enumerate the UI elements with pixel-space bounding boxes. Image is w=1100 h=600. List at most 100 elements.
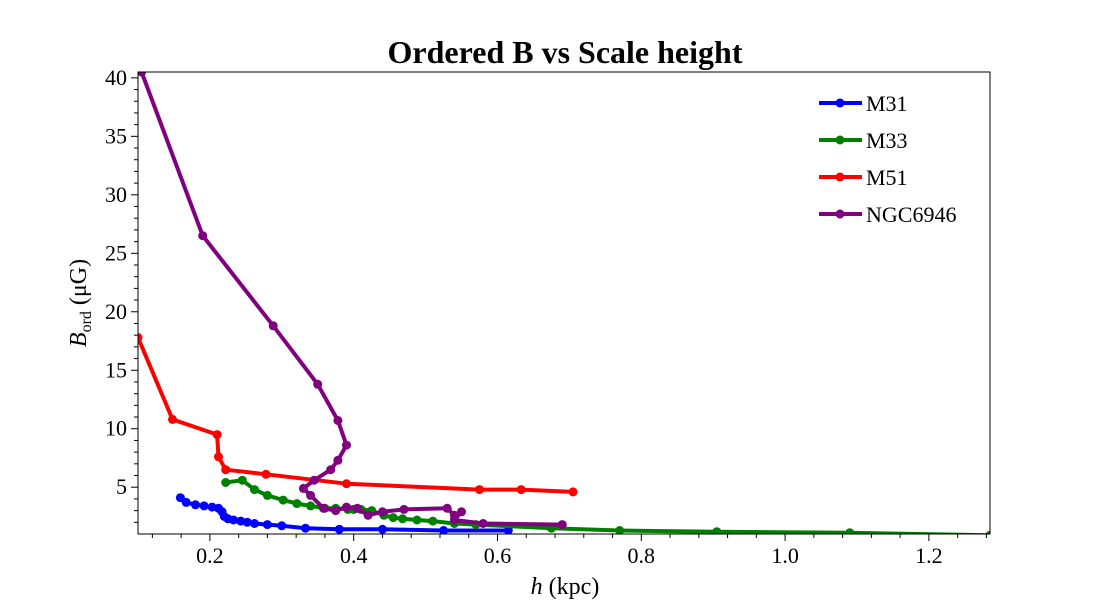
data-point [181,497,191,507]
data-point [378,507,387,517]
data-point [516,485,526,495]
y-axis-sub: ord [78,311,95,332]
data-point [457,507,466,517]
data-point [378,524,387,534]
x-axis-unit: (kpc) [543,574,600,600]
data-point [277,521,287,531]
legend-marker [835,98,845,108]
y-tick-label: 40 [105,65,127,90]
data-point [262,490,272,500]
data-point [298,483,308,493]
chart-title: Ordered B vs Scale height [388,34,743,70]
y-tick-label: 20 [105,299,127,324]
data-point [333,455,343,465]
data-point [198,231,208,241]
data-point [319,503,328,513]
data-point [268,321,278,331]
data-point [306,490,316,500]
data-point [212,430,222,440]
data-point [278,495,288,505]
y-axis-unit: (μG) [66,259,92,305]
x-tick-label: 1.0 [771,543,799,568]
data-point [242,517,252,527]
data-point [412,515,422,525]
data-point [250,485,259,495]
series-line [138,336,574,494]
x-tick-label: 1.2 [915,543,943,568]
data-point [442,503,452,513]
data-point [985,530,990,534]
x-axis: 0.2 0.4 0.6 0.8 1.0 1.2 [151,534,987,568]
legend-item-m31: M31 [819,91,908,116]
data-point [262,520,272,530]
data-point [199,501,209,511]
data-point [363,510,373,520]
y-tick-label: 10 [105,416,127,441]
legend-item-ngc6946: NGC6946 [819,202,956,227]
data-point [439,526,449,534]
legend-marker [835,172,845,182]
data-point [306,501,316,511]
data-point [301,523,310,533]
data-point [250,519,259,528]
x-tick-label: 0.6 [484,543,512,568]
y-axis: 5 10 15 20 25 30 35 40 [105,65,138,523]
data-point [399,504,409,514]
data-point [229,515,239,525]
series-line [139,72,563,527]
series-m51 [138,333,578,497]
series-m31 [175,493,513,534]
legend-label: M31 [866,91,908,116]
y-axis-var: B [66,332,92,347]
y-tick-label: 35 [105,123,127,148]
data-point [342,502,351,512]
y-tick-label: 15 [105,357,127,382]
data-point [168,414,177,424]
data-point [568,487,578,497]
data-point [138,72,147,77]
y-axis-label: Bord (μG) [66,259,95,347]
data-point [214,452,223,462]
plot-area [137,71,991,535]
legend-item-m33: M33 [819,128,908,153]
x-tick-label: 0.8 [628,543,656,568]
y-tick-label: 30 [105,182,127,207]
data-point [138,333,143,342]
data-point [845,528,855,534]
legend-label: M51 [866,165,908,190]
x-tick-label: 0.2 [196,543,224,568]
data-point [326,465,336,475]
data-point [342,479,351,489]
data-point [261,469,271,479]
plot-frame [137,71,991,535]
data-point [398,514,408,524]
data-point [475,485,484,495]
data-point [428,516,438,526]
data-point [557,520,567,530]
y-tick-label: 5 [116,474,127,499]
data-point [221,465,231,475]
x-axis-label: h (kpc) [531,574,600,600]
data-point [449,515,459,525]
data-point [478,519,488,528]
data-point [352,503,362,513]
data-point [712,527,722,534]
series-layer [138,72,990,534]
x-tick-label: 0.4 [340,543,368,568]
data-point [221,478,231,487]
data-point [333,416,343,425]
data-point [309,475,319,485]
data-point [292,499,302,509]
data-point [237,475,247,485]
legend-label: M33 [866,128,908,153]
data-point [334,524,344,534]
data-point [313,379,323,389]
legend-item-m51: M51 [819,165,908,190]
legend-label: NGC6946 [866,202,956,227]
data-point [331,506,341,516]
legend: M31 M33 M51 NGC6946 [819,91,956,227]
legend-marker [835,135,845,145]
data-point [342,440,351,450]
data-point [191,500,200,510]
